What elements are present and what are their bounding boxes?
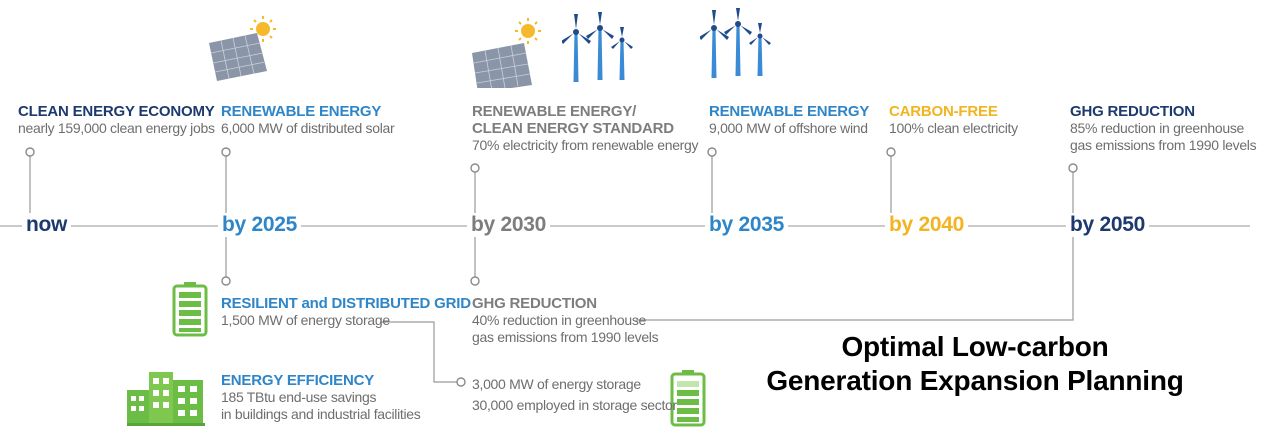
goal-desc: gas emissions from 1990 levels [1070,137,1257,153]
goal-desc: 30,000 employed in storage sector [472,397,677,413]
goal-desc: 185 TBtu end-use savings [221,389,377,405]
sun-icon [515,18,541,44]
connector-dot-2040 [886,147,896,157]
goal-ghg-2050: GHG REDUCTION 85% reduction in greenhous… [1070,103,1257,154]
goal-desc: 1,500 MW of energy storage [221,312,390,328]
connector-storage [380,321,461,383]
caption-line-1: Optimal Low-carbon [841,331,1109,362]
milestone-2035: by 2035 [705,213,788,237]
connector-2050-ghg [636,226,1074,321]
goal-renewable-2025: RENEWABLE ENERGY 6,000 MW of distributed… [221,103,395,137]
goal-title: CARBON-FREE [889,103,998,120]
solar-panel-icon [209,16,276,81]
goal-desc: gas emissions from 1990 levels [472,329,659,345]
goal-renewable-standard-2030: RENEWABLE ENERGY/ CLEAN ENERGY STANDARD … [472,103,699,154]
battery-icon [670,370,706,427]
connector-dot-now [25,147,35,157]
goal-title: RENEWABLE ENERGY/ [472,103,637,120]
milestone-2050: by 2050 [1066,213,1149,237]
goal-title: CLEAN ENERGY ECONOMY [18,103,215,120]
goal-storage-2030: 3,000 MW of energy storage 30,000 employ… [472,374,677,416]
goal-desc: 3,000 MW of energy storage [472,376,641,392]
milestone-2040: by 2040 [885,213,968,237]
goal-desc: 9,000 MW of offshore wind [709,120,868,136]
goal-title: RENEWABLE ENERGY [221,103,382,120]
battery-icon [172,282,208,337]
goal-title: GHG REDUCTION [1070,103,1195,120]
goal-title: RENEWABLE ENERGY [709,103,870,120]
solar-panel-icon [472,18,541,88]
goal-desc: 6,000 MW of distributed solar [221,120,395,136]
connector-dot-2050-up [1068,163,1078,173]
goal-ghg-2030: GHG REDUCTION 40% reduction in greenhous… [472,295,659,346]
goal-desc: 70% electricity from renewable energy [472,137,699,153]
goal-title-line2: CLEAN ENERGY STANDARD [472,120,674,137]
caption-line-2: Generation Expansion Planning [766,365,1184,396]
wind-turbine-icon [562,12,633,82]
connector-dot-2030-down [470,276,480,286]
goal-carbon-free-2040: CARBON-FREE 100% clean electricity [889,103,1018,137]
goal-desc: 40% reduction in greenhouse [472,312,647,328]
milestone-2030: by 2030 [467,213,550,237]
buildings-icon [127,372,205,426]
goal-desc: nearly 159,000 clean energy jobs [18,120,215,136]
milestone-2025: by 2025 [218,213,301,237]
goal-desc: 85% reduction in greenhouse [1070,120,1245,136]
goal-title: RESILIENT and DISTRIBUTED GRID [221,295,471,312]
goal-resilient-grid: RESILIENT and DISTRIBUTED GRID 1,500 MW … [221,295,471,329]
caption-title: Optimal Low-carbon Generation Expansion … [730,330,1220,398]
goal-renewable-2035: RENEWABLE ENERGY 9,000 MW of offshore wi… [709,103,869,137]
milestone-now: now [22,213,72,237]
wind-turbine-icon [700,8,771,78]
connector-dot-storage [456,377,466,387]
connector-dot-2025-down [221,276,231,286]
goal-title: GHG REDUCTION [472,295,597,312]
connector-dot-2035 [707,147,717,157]
goal-clean-energy-economy: CLEAN ENERGY ECONOMY nearly 159,000 clea… [18,103,215,137]
goal-desc: in buildings and industrial facilities [221,406,421,422]
connector-dot-2030-up [470,163,480,173]
goal-desc: 100% clean electricity [889,120,1018,136]
connector-dot-2025-up [221,147,231,157]
goal-energy-efficiency: ENERGY EFFICIENCY 185 TBtu end-use savin… [221,372,421,423]
goal-title: ENERGY EFFICIENCY [221,372,375,389]
